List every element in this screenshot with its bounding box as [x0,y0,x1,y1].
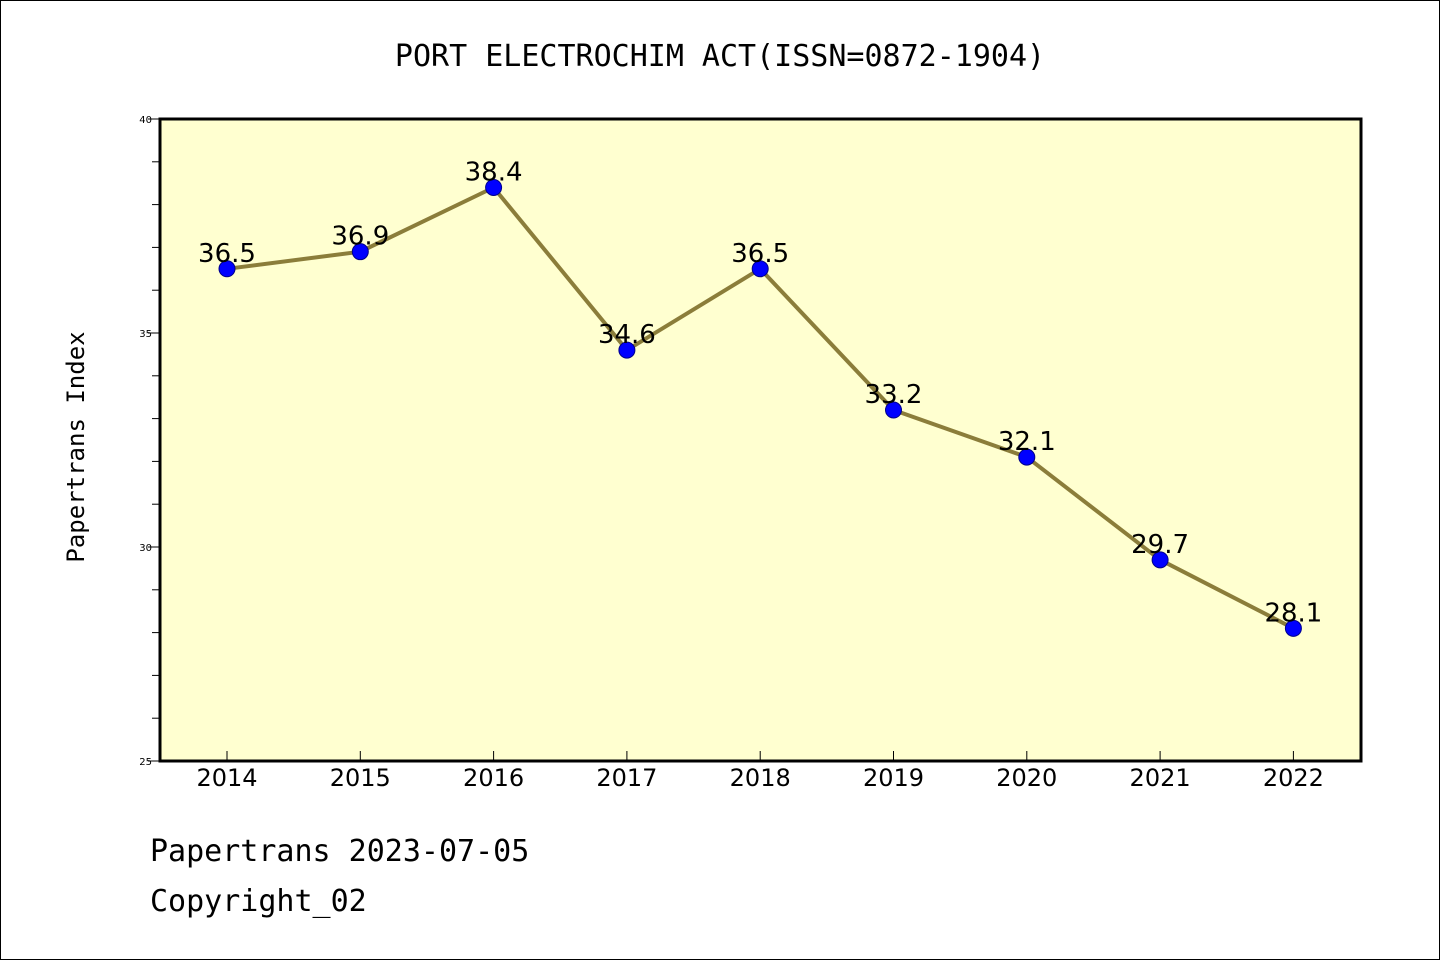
data-point [618,341,636,359]
footer-date: Papertrans 2023-07-05 [150,834,530,869]
data-label: 36.9 [331,222,389,252]
x-tick-label: 2022 [1263,764,1324,792]
data-label: 36.5 [198,239,256,269]
data-label: 34.6 [598,320,656,350]
y-tick-label: 25 [139,757,152,768]
x-tick-label: 2021 [1130,764,1191,792]
y-axis-ticks: 25 30 35 40 [139,115,160,768]
x-tick-label: 2016 [463,764,524,792]
data-label: 36.5 [731,239,789,269]
y-axis-label: Papertrans Index [62,331,90,562]
data-point [1151,551,1169,569]
data-label: 32.1 [998,427,1056,457]
x-tick-label: 2018 [730,764,791,792]
chart-title: PORT ELECTROCHIM ACT(ISSN=0872-1904) [395,39,1045,74]
x-axis-ticks: 2014 2015 2016 2017 2018 2019 2020 2021 2022 [196,751,1324,792]
footer-copyright: Copyright_02 [150,884,367,919]
y-tick-label: 35 [139,329,152,340]
data-point [751,260,769,278]
data-point [1018,448,1036,466]
plot-border [158,117,1363,763]
data-label: 38.4 [465,157,523,187]
y-tick-label: 40 [139,115,152,126]
data-point [218,260,236,278]
x-tick-label: 2017 [596,764,657,792]
data-point [1284,619,1302,637]
data-point [351,243,369,261]
x-tick-label: 2019 [863,764,924,792]
data-labels: 36.5 36.9 38.4 34.6 36.5 33.2 32.1 29.7 28.1 [198,157,1322,628]
series-markers [218,178,1302,637]
data-point [885,401,902,419]
x-tick-label: 2020 [996,764,1057,792]
x-tick-label: 2015 [330,764,391,792]
x-tick-label: 2014 [196,764,257,792]
y-tick-label: 30 [139,543,152,554]
data-point [485,178,503,196]
data-label: 33.2 [865,380,923,410]
plot-area [160,119,1361,761]
data-label: 29.7 [1131,530,1189,560]
data-label: 28.1 [1264,598,1322,628]
